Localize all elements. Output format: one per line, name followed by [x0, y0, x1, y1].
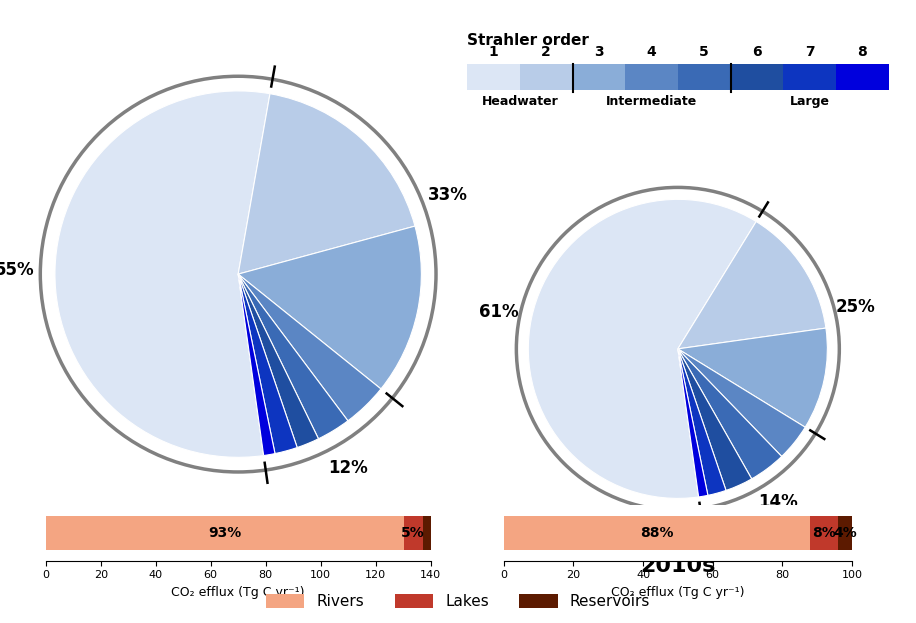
Text: 4: 4	[647, 45, 657, 59]
Text: Large: Large	[790, 95, 830, 108]
Bar	[731, 64, 783, 90]
Text: 33%: 33%	[428, 186, 467, 204]
Bar	[625, 64, 678, 90]
Bar	[783, 64, 835, 90]
Text: 8%: 8%	[812, 526, 836, 540]
Wedge shape	[238, 274, 319, 447]
Text: 1980s: 1980s	[201, 530, 276, 549]
Wedge shape	[678, 349, 752, 490]
Bar	[423, 516, 431, 550]
Text: 4%: 4%	[833, 526, 856, 540]
Wedge shape	[529, 199, 757, 498]
Bar	[835, 64, 889, 90]
Bar	[467, 64, 520, 90]
Text: 3: 3	[594, 45, 604, 59]
Wedge shape	[238, 274, 348, 439]
Wedge shape	[678, 328, 827, 427]
Bar	[520, 64, 572, 90]
Text: 5: 5	[699, 45, 709, 59]
Bar	[678, 64, 731, 90]
Text: 1: 1	[488, 45, 498, 59]
Text: 93%: 93%	[208, 526, 241, 540]
Wedge shape	[238, 274, 297, 454]
Wedge shape	[238, 93, 415, 274]
Text: 61%: 61%	[479, 303, 519, 321]
Text: 2010s: 2010s	[640, 556, 715, 576]
Text: Intermediate: Intermediate	[605, 95, 697, 108]
Bar	[572, 64, 625, 90]
Text: Strahler order: Strahler order	[467, 33, 589, 48]
Wedge shape	[678, 349, 781, 479]
Text: 2: 2	[541, 45, 551, 59]
Text: 88%: 88%	[640, 526, 673, 540]
Wedge shape	[678, 349, 708, 497]
Wedge shape	[238, 274, 275, 455]
Wedge shape	[678, 349, 805, 457]
Text: 14%: 14%	[758, 493, 798, 510]
Bar	[404, 516, 423, 550]
Text: 5%: 5%	[401, 526, 425, 540]
Bar	[46, 516, 404, 550]
Wedge shape	[238, 226, 421, 389]
Legend: Rivers, Lakes, Reservoirs: Rivers, Lakes, Reservoirs	[260, 588, 656, 616]
Wedge shape	[238, 274, 381, 421]
Text: 6: 6	[752, 45, 762, 59]
Bar	[504, 516, 810, 550]
Text: Headwater: Headwater	[482, 95, 558, 108]
Text: 7: 7	[804, 45, 814, 59]
Bar	[838, 516, 852, 550]
Wedge shape	[55, 91, 270, 457]
Text: 25%: 25%	[835, 298, 875, 316]
X-axis label: CO₂ efflux (Tg C yr⁻¹): CO₂ efflux (Tg C yr⁻¹)	[611, 586, 745, 599]
Text: 55%: 55%	[0, 261, 35, 279]
X-axis label: CO₂ efflux (Tg C yr⁻¹): CO₂ efflux (Tg C yr⁻¹)	[171, 586, 305, 599]
Text: 8: 8	[857, 45, 867, 59]
Wedge shape	[678, 222, 826, 349]
Bar	[810, 516, 838, 550]
Text: 12%: 12%	[329, 459, 368, 477]
Wedge shape	[678, 349, 726, 495]
